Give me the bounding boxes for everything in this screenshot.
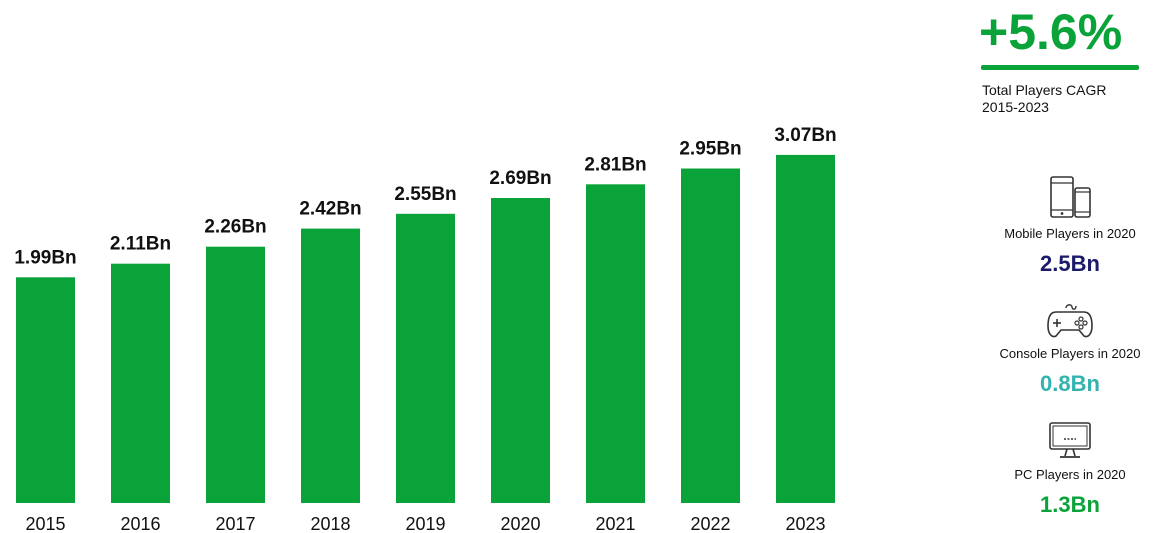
pc-segment-label: PC Players in 2020 [1014,467,1126,482]
console-segment-value: 0.8Bn [1040,371,1100,396]
gamepad-icon [1047,304,1093,338]
bar-value-label-2018: 2.42Bn [299,199,361,220]
bar-value-label-2017: 2.26Bn [204,217,266,238]
players-bar-chart: 1.99Bn 2.11Bn 2.26Bn 2.42Bn 2.55Bn 2.69Bn 2.81… [14,125,836,533]
x-tick-labels: 2015 2016 2017 2018 2019 2020 2021 2022 2023 [25,514,825,533]
bar-value-label-2021: 2.81Bn [584,154,646,175]
bar-2023 [776,154,835,503]
bar-value-label-2022: 2.95Bn [679,139,741,160]
x-tick-label-2023: 2023 [785,514,825,533]
x-tick-label-2016: 2016 [120,514,160,533]
bar-value-label-2023: 3.07Bn [774,125,836,146]
bar-2016 [111,263,170,503]
cagr-divider [981,65,1139,70]
cagr-label: Total Players CAGR 2015-2023 [982,82,1152,116]
cagr-label-line1: Total Players CAGR [982,82,1107,98]
x-tick-label-2020: 2020 [500,514,540,533]
bar-value-label-2019: 2.55Bn [394,184,456,205]
smartphone-tablet-icon [1050,176,1091,218]
bar-2018 [301,228,360,503]
summary-panel: +5.6% Total Players CAGR 2015-2023 Mobil… [975,0,1165,533]
console-segment: Console Players in 2020 0.8Bn [975,302,1165,397]
bar-2017 [206,246,265,503]
x-tick-label-2021: 2021 [595,514,635,533]
cagr-label-line2: 2015-2023 [982,99,1049,115]
x-tick-label-2018: 2018 [310,514,350,533]
value-labels-layer: 1.99Bn 2.11Bn 2.26Bn 2.42Bn 2.55Bn 2.69Bn 2.81… [14,125,836,268]
bar-value-label-2020: 2.69Bn [489,168,551,189]
x-tick-label-2022: 2022 [690,514,730,533]
mobile-segment-value: 2.5Bn [1040,251,1100,276]
pc-segment-value: 1.3Bn [1040,492,1100,517]
bar-2019 [396,213,455,504]
x-tick-label-2017: 2017 [215,514,255,533]
bars-layer [16,154,835,504]
bar-2022 [681,168,740,503]
bar-2015 [16,277,75,503]
bar-2020 [491,198,550,503]
cagr-value: +5.6% [979,4,1123,60]
mobile-segment: Mobile Players in 2020 2.5Bn [975,176,1165,277]
bar-value-label-2015: 1.99Bn [14,247,76,268]
mobile-segment-label: Mobile Players in 2020 [1004,226,1136,241]
console-segment-label: Console Players in 2020 [999,346,1141,361]
bar-2021 [586,184,645,504]
x-tick-label-2015: 2015 [25,514,65,533]
x-tick-label-2019: 2019 [405,514,445,533]
bar-value-label-2016: 2.11Bn [110,234,171,255]
monitor-icon [1049,422,1091,458]
pc-segment: PC Players in 2020 1.3Bn [975,421,1165,518]
